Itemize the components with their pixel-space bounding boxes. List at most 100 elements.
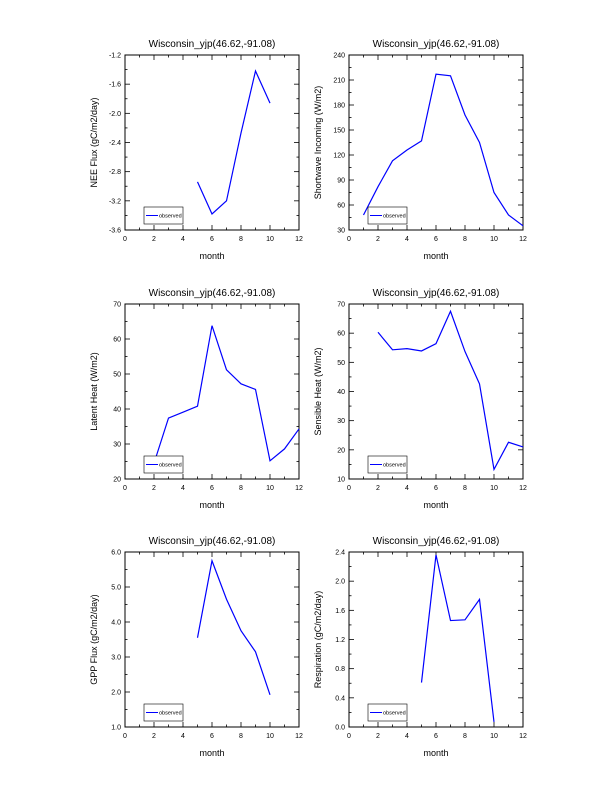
x-tick-label: 0 <box>347 236 351 243</box>
y-tick-label: 180 <box>333 103 345 110</box>
legend-label: observed <box>383 214 406 220</box>
legend-box <box>143 455 184 474</box>
x-tick-label: 2 <box>376 236 380 243</box>
y-tick-label: -3.2 <box>109 198 121 205</box>
series-line-observed <box>196 558 271 695</box>
x-tick-label: 2 <box>376 733 380 740</box>
legend-box <box>367 703 408 722</box>
legend-label: observed <box>159 711 182 717</box>
legend-label: observed <box>383 711 406 717</box>
x-tick-label: 2 <box>152 236 156 243</box>
x-tick-label: 4 <box>405 485 409 492</box>
y-tick-label: 60 <box>337 331 345 338</box>
x-tick-label: 2 <box>376 485 380 492</box>
y-tick-label: -2.0 <box>109 111 121 118</box>
x-tick-label: 8 <box>239 733 243 740</box>
x-tick-label: 6 <box>434 236 438 243</box>
legend: observed <box>367 703 408 722</box>
y-axis-title: GPP Flux (gC/m2/day) <box>89 594 99 684</box>
chart-title: Wisconsin_yjp(46.62,-91.08) <box>149 536 276 547</box>
legend: observed <box>143 703 184 722</box>
y-tick-label: 2.4 <box>335 550 345 557</box>
y-tick-label: 4.0 <box>111 620 121 627</box>
y-axis-title: Shortwave Incoming (W/m2) <box>313 86 323 200</box>
y-tick-label: 120 <box>333 153 345 160</box>
x-tick-label: 4 <box>181 236 185 243</box>
y-tick-label: 1.0 <box>111 725 121 732</box>
y-tick-label: 0.8 <box>335 666 345 673</box>
x-tick-label: 10 <box>266 236 274 243</box>
y-tick-label: 60 <box>337 203 345 210</box>
x-axis-title: month <box>199 251 224 261</box>
legend-box <box>367 455 408 474</box>
x-tick-label: 6 <box>210 236 214 243</box>
x-tick-label: 8 <box>463 733 467 740</box>
x-tick-label: 12 <box>295 733 303 740</box>
y-tick-label: 30 <box>337 228 345 235</box>
x-tick-label: 4 <box>405 733 409 740</box>
y-tick-label: 6.0 <box>111 550 121 557</box>
x-tick-label: 0 <box>347 733 351 740</box>
y-tick-label: -1.2 <box>109 53 121 60</box>
x-tick-label: 0 <box>347 485 351 492</box>
chart-panel-6: Wisconsin_yjp(46.62,-91.08) 0 2 4 6 8 10 12 0.0 0… <box>313 536 527 758</box>
series-line-observed <box>362 73 524 227</box>
y-tick-label: 70 <box>337 302 345 309</box>
y-axis-title: Sensible Heat (W/m2) <box>313 347 323 435</box>
x-tick-label: 12 <box>295 485 303 492</box>
series-line-observed <box>377 309 524 472</box>
x-axis-title: month <box>199 500 224 510</box>
x-tick-label: 8 <box>463 236 467 243</box>
legend: observed <box>367 206 408 225</box>
y-tick-label: -1.6 <box>109 82 121 89</box>
legend: observed <box>143 455 184 474</box>
y-tick-label: 5.0 <box>111 585 121 592</box>
x-tick-label: 10 <box>490 485 498 492</box>
x-axis-title: month <box>199 748 224 758</box>
y-tick-label: 150 <box>333 128 345 135</box>
x-tick-label: 4 <box>181 733 185 740</box>
x-tick-label: 10 <box>266 485 274 492</box>
x-tick-label: 10 <box>490 733 498 740</box>
x-tick-label: 6 <box>434 733 438 740</box>
x-axis-title: month <box>423 748 448 758</box>
chart-panel-4: Wisconsin_yjp(46.62,-91.08) 0 2 4 6 8 10 12 10 20… <box>313 288 527 510</box>
x-tick-label: 0 <box>123 733 127 740</box>
y-tick-label: 50 <box>337 360 345 367</box>
y-tick-label: 40 <box>113 407 121 414</box>
x-tick-label: 2 <box>152 485 156 492</box>
y-tick-label: 2.0 <box>335 579 345 586</box>
x-tick-label: 12 <box>519 485 527 492</box>
chart-title: Wisconsin_yjp(46.62,-91.08) <box>373 536 500 547</box>
plot-frame <box>124 551 300 728</box>
x-tick-label: 10 <box>490 236 498 243</box>
x-tick-label: 8 <box>239 485 243 492</box>
x-tick-label: 4 <box>405 236 409 243</box>
y-tick-label: 70 <box>113 302 121 309</box>
chart-panel-2: Wisconsin_yjp(46.62,-91.08) 0 2 4 6 8 10 12 30 60… <box>313 39 527 261</box>
chart-title: Wisconsin_yjp(46.62,-91.08) <box>149 39 276 50</box>
plot-frame <box>124 303 300 480</box>
chart-panel-5: Wisconsin_yjp(46.62,-91.08) 0 2 4 6 8 10 12 1.0 2… <box>89 536 303 758</box>
series-line-observed <box>420 554 495 722</box>
legend-box <box>143 206 184 225</box>
x-tick-label: 12 <box>519 236 527 243</box>
y-tick-label: 0.0 <box>335 725 345 732</box>
x-tick-label: 6 <box>210 485 214 492</box>
y-tick-label: 2.0 <box>111 690 121 697</box>
legend: observed <box>367 455 408 474</box>
y-tick-label: -2.8 <box>109 169 121 176</box>
y-tick-label: 40 <box>337 389 345 396</box>
x-tick-label: 8 <box>463 485 467 492</box>
legend-label: observed <box>159 214 182 220</box>
y-tick-label: 30 <box>337 418 345 425</box>
x-tick-label: 12 <box>519 733 527 740</box>
y-tick-label: 30 <box>113 442 121 449</box>
x-tick-label: 8 <box>239 236 243 243</box>
y-tick-label: 90 <box>337 178 345 185</box>
plot-frame <box>348 54 524 231</box>
x-tick-label: 0 <box>123 485 127 492</box>
series-line-observed <box>153 325 300 464</box>
y-axis-title: Latent Heat (W/m2) <box>89 352 99 431</box>
